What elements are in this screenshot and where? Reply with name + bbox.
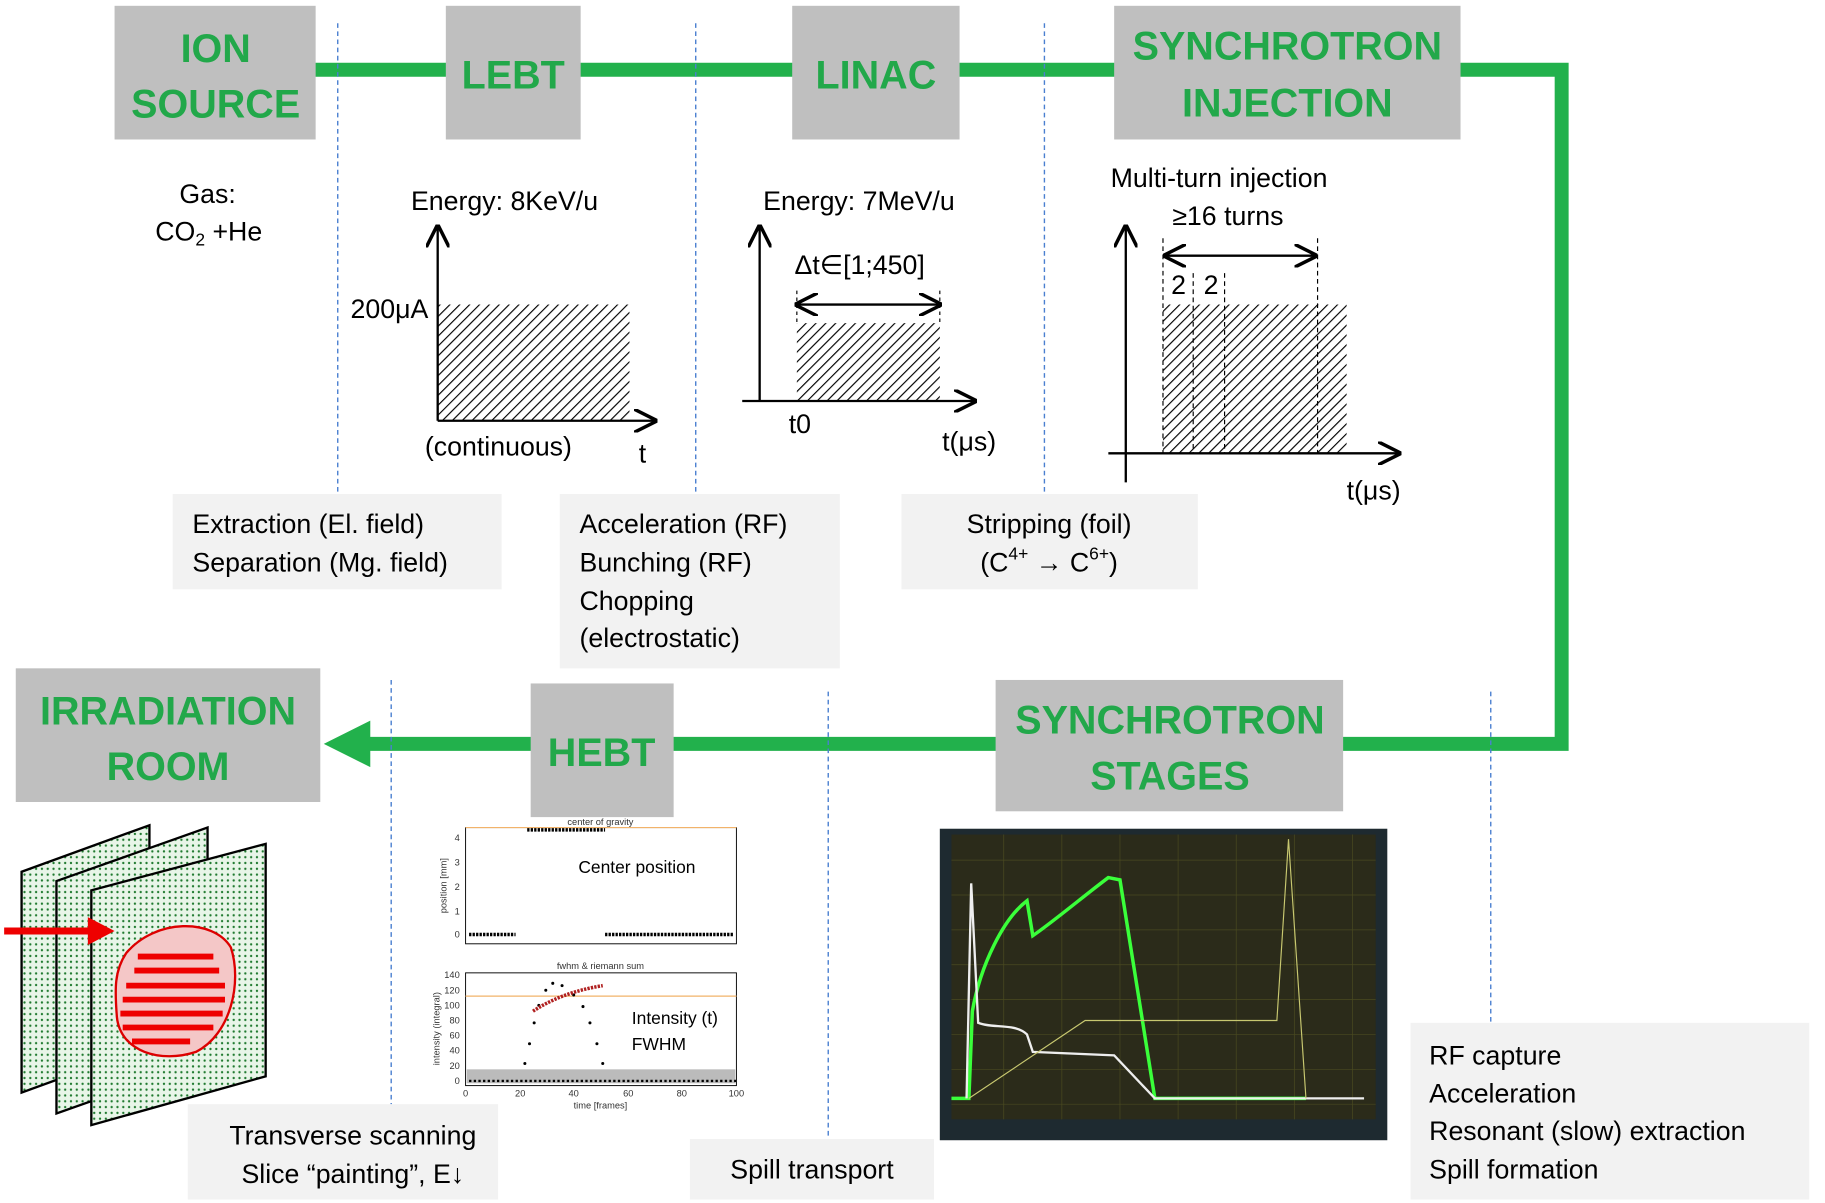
notes: Extraction (El. field) Separation (Mg. f… <box>172 493 1810 1200</box>
note-line: Transverse scanning <box>229 1121 476 1151</box>
stage-label: LINAC <box>816 54 937 98</box>
note-line: Spill formation <box>1429 1154 1598 1184</box>
linac-plot: Energy: 7MeV/u Δt∈[1;450] t0 t(μs) <box>742 186 996 457</box>
tick: 100 <box>444 1000 460 1010</box>
tick: 100 <box>729 1089 744 1099</box>
tick: 60 <box>623 1089 633 1099</box>
irradiation-illustration <box>4 823 267 1127</box>
axis-label: t <box>639 438 647 468</box>
plot-xlabel: time [frames] <box>574 1100 628 1110</box>
tick: 140 <box>444 970 460 980</box>
text: 6+ <box>1089 543 1109 563</box>
plot-label: Center position <box>578 857 695 877</box>
tick: 80 <box>677 1089 687 1099</box>
plot-title: center of gravity <box>567 817 633 827</box>
hebt-plots: center of gravity position [mm] 0 1 2 3 … <box>432 817 745 1111</box>
stage-label: IRRADIATION <box>40 689 296 733</box>
tick: 0 <box>455 1076 460 1086</box>
axis-label: t(μs) <box>942 427 996 457</box>
turn: 2 <box>1204 270 1219 300</box>
interval: Δt∈[1;450] <box>795 250 925 280</box>
note-line: Acceleration <box>1429 1079 1576 1109</box>
start: t0 <box>789 409 811 439</box>
tick: 120 <box>444 985 460 995</box>
stage-label: LEBT <box>462 54 565 98</box>
injection-plot: Multi-turn injection ≥16 turns 2 2 t(μs) <box>1108 163 1401 505</box>
note-line: RF capture <box>1429 1040 1561 1070</box>
axis-label: t(μs) <box>1347 475 1401 505</box>
text: +He <box>205 216 262 246</box>
note-line: (electrostatic) <box>579 623 739 653</box>
energy: Energy: 7MeV/u <box>763 186 955 216</box>
stage-label: ION <box>181 27 251 71</box>
turns: ≥16 turns <box>1172 201 1283 231</box>
note-line: Resonant (slow) extraction <box>1429 1116 1745 1146</box>
tick: 40 <box>569 1089 579 1099</box>
plot-ylabel: position [mm] <box>439 858 449 913</box>
tick: 1 <box>455 906 460 916</box>
plot-title: fwhm & riemann sum <box>557 961 644 971</box>
note-line: Stripping (foil) <box>967 509 1132 539</box>
tick: 20 <box>515 1089 525 1099</box>
text: CO <box>155 216 195 246</box>
text: → C <box>1028 548 1089 578</box>
stage-label: INJECTION <box>1182 81 1393 125</box>
note: (continuous) <box>425 431 572 461</box>
title: Multi-turn injection <box>1111 163 1328 193</box>
note-line: Separation (Mg. field) <box>192 548 447 578</box>
stage-label: SYNCHROTRON <box>1133 24 1442 68</box>
tick: 80 <box>449 1016 459 1026</box>
tick: 3 <box>455 857 460 867</box>
tick: 2 <box>455 882 460 892</box>
lebt-plot: Energy: 8KeV/u 200μA (continuous) t <box>351 186 656 468</box>
current: 200μA <box>351 294 429 324</box>
note-line: Acceleration (RF) <box>579 509 787 539</box>
beam-arrow <box>323 720 371 768</box>
note-line: Bunching (RF) <box>579 548 751 578</box>
note-line: Chopping <box>579 586 693 616</box>
tick: 4 <box>455 833 460 843</box>
text: 4+ <box>1008 543 1028 563</box>
tick: 60 <box>449 1031 459 1041</box>
note-line: Extraction (El. field) <box>192 509 424 539</box>
tick: 20 <box>449 1061 459 1071</box>
text: ) <box>1109 548 1118 578</box>
stage-label: STAGES <box>1090 754 1249 798</box>
text: 2 <box>195 229 205 249</box>
gas-formula: CO2 +He <box>155 216 262 249</box>
plot-label: FWHM <box>632 1034 686 1054</box>
dividers <box>337 23 1492 1137</box>
note-formula: (C4+ → C6+) <box>980 543 1118 577</box>
plot-label: Intensity (t) <box>632 1008 718 1028</box>
oscilloscope <box>939 828 1388 1141</box>
tick: 0 <box>463 1089 468 1099</box>
energy: Energy: 8KeV/u <box>411 186 598 216</box>
beam-path <box>213 62 1569 751</box>
tick: 40 <box>449 1046 459 1056</box>
plot-ylabel: intensity (integral) <box>432 992 442 1065</box>
stage-label: SOURCE <box>131 83 300 127</box>
stage-boxes: ION SOURCE LEBT LINAC SYNCHROTRON INJECT… <box>15 5 1461 818</box>
stage-label: SYNCHROTRON <box>1015 699 1324 743</box>
tick: 0 <box>455 930 460 940</box>
text: (C <box>980 548 1008 578</box>
stage-label: HEBT <box>548 731 656 775</box>
note-line: Slice “painting”, E↓ <box>241 1159 464 1189</box>
turn: 2 <box>1171 270 1186 300</box>
stage-label: ROOM <box>107 745 230 789</box>
note-line: Spill transport <box>730 1154 894 1184</box>
gas-label: Gas: <box>179 179 235 209</box>
